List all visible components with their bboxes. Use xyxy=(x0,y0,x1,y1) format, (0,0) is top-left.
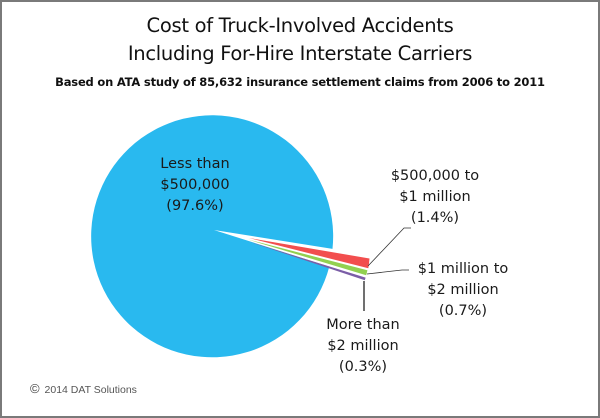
slice-1m-to-2m xyxy=(248,239,368,276)
leader-line-500k-to-1m xyxy=(367,227,411,267)
slice-less-than-500k xyxy=(91,115,334,358)
label-1m-to-2m: $1 million to $2 million (0.7%) xyxy=(417,261,509,319)
label-less-than-500k: Less than $500,000 (97.6%) xyxy=(160,156,230,214)
label-more-than-2m: More than $2 million (0.3%) xyxy=(326,317,400,375)
leader-line-1m-to-2m xyxy=(366,269,409,275)
chart-title: Cost of Truck-Involved Accidents Includi… xyxy=(127,14,473,65)
copyright-notice: © 2014 DAT Solutions xyxy=(30,381,137,396)
label-500k-to-1m: $500,000 to $1 million (1.4%) xyxy=(390,168,480,226)
slice-more-than-2m xyxy=(247,241,366,281)
chart-subtitle: Based on ATA study of 85,632 insurance s… xyxy=(55,75,545,89)
slice-500k-to-1m xyxy=(249,238,370,269)
copyright-icon: © xyxy=(30,381,40,396)
